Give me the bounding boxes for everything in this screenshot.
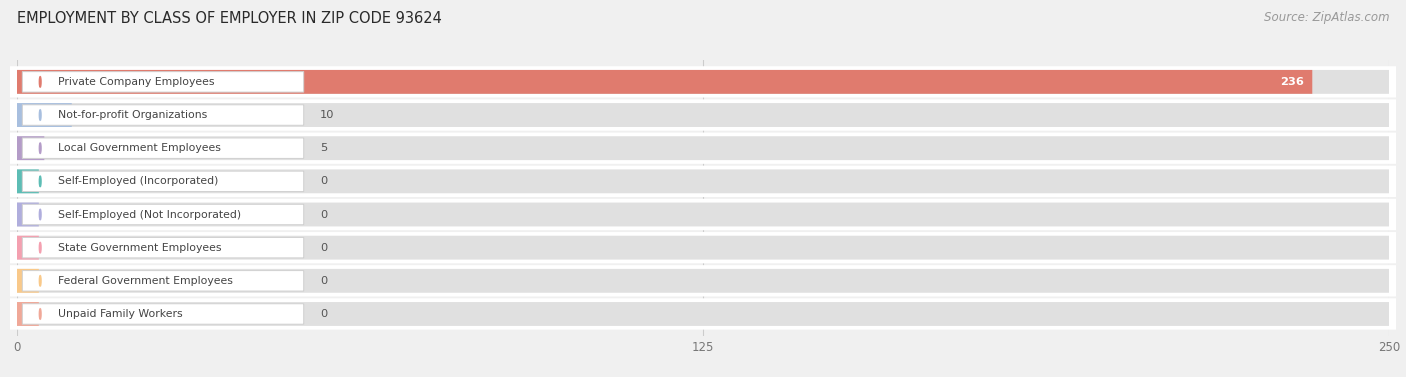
FancyBboxPatch shape [17,70,1389,94]
FancyBboxPatch shape [17,136,45,160]
Text: Not-for-profit Organizations: Not-for-profit Organizations [58,110,207,120]
Text: Private Company Employees: Private Company Employees [58,77,215,87]
Text: 0: 0 [321,243,328,253]
FancyBboxPatch shape [22,271,304,291]
FancyBboxPatch shape [10,232,1396,263]
Text: 236: 236 [1281,77,1303,87]
FancyBboxPatch shape [17,70,1312,94]
FancyBboxPatch shape [17,236,1389,260]
FancyBboxPatch shape [10,100,1396,131]
Text: 5: 5 [321,143,328,153]
FancyBboxPatch shape [17,169,1389,193]
Circle shape [39,309,41,319]
Text: EMPLOYMENT BY CLASS OF EMPLOYER IN ZIP CODE 93624: EMPLOYMENT BY CLASS OF EMPLOYER IN ZIP C… [17,11,441,26]
Text: 0: 0 [321,309,328,319]
Text: State Government Employees: State Government Employees [58,243,222,253]
FancyBboxPatch shape [17,103,72,127]
FancyBboxPatch shape [10,133,1396,164]
FancyBboxPatch shape [17,302,1389,326]
FancyBboxPatch shape [17,169,39,193]
FancyBboxPatch shape [17,202,1389,227]
FancyBboxPatch shape [17,136,1389,160]
Text: 0: 0 [321,276,328,286]
Text: 0: 0 [321,176,328,186]
Text: Unpaid Family Workers: Unpaid Family Workers [58,309,183,319]
FancyBboxPatch shape [10,166,1396,197]
FancyBboxPatch shape [17,269,1389,293]
Circle shape [39,110,41,120]
FancyBboxPatch shape [22,105,304,125]
FancyBboxPatch shape [10,298,1396,329]
Text: Federal Government Employees: Federal Government Employees [58,276,233,286]
Circle shape [39,176,41,187]
Text: Self-Employed (Not Incorporated): Self-Employed (Not Incorporated) [58,210,242,219]
FancyBboxPatch shape [17,202,39,227]
Text: 10: 10 [321,110,335,120]
FancyBboxPatch shape [22,72,304,92]
Text: Source: ZipAtlas.com: Source: ZipAtlas.com [1264,11,1389,24]
FancyBboxPatch shape [17,269,39,293]
FancyBboxPatch shape [10,265,1396,296]
FancyBboxPatch shape [17,302,39,326]
FancyBboxPatch shape [22,238,304,258]
Text: 0: 0 [321,210,328,219]
FancyBboxPatch shape [22,171,304,192]
FancyBboxPatch shape [17,103,1389,127]
FancyBboxPatch shape [10,199,1396,230]
Circle shape [39,209,41,220]
FancyBboxPatch shape [17,236,39,260]
Circle shape [39,242,41,253]
Circle shape [39,276,41,286]
Circle shape [39,143,41,153]
FancyBboxPatch shape [22,138,304,158]
Text: Local Government Employees: Local Government Employees [58,143,221,153]
Circle shape [39,77,41,87]
FancyBboxPatch shape [22,304,304,324]
FancyBboxPatch shape [10,66,1396,98]
FancyBboxPatch shape [22,204,304,225]
Text: Self-Employed (Incorporated): Self-Employed (Incorporated) [58,176,218,186]
